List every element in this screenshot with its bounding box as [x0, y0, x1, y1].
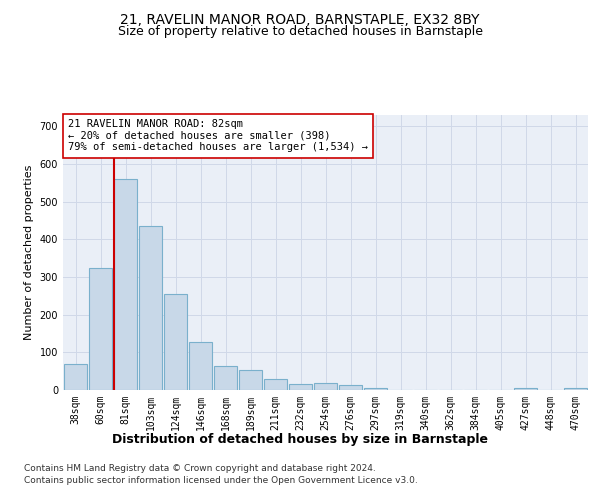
Bar [564, 388, 587, 390]
Bar [239, 370, 262, 390]
Text: 21 RAVELIN MANOR ROAD: 82sqm
← 20% of detached houses are smaller (398)
79% of s: 21 RAVELIN MANOR ROAD: 82sqm ← 20% of de… [68, 119, 368, 152]
Bar [139, 226, 162, 390]
Bar [289, 384, 312, 390]
Bar [339, 386, 362, 390]
Y-axis label: Number of detached properties: Number of detached properties [24, 165, 34, 340]
Bar [514, 388, 537, 390]
Bar [314, 383, 337, 390]
Text: Contains HM Land Registry data © Crown copyright and database right 2024.: Contains HM Land Registry data © Crown c… [24, 464, 376, 473]
Text: Size of property relative to detached houses in Barnstaple: Size of property relative to detached ho… [118, 25, 482, 38]
Text: Distribution of detached houses by size in Barnstaple: Distribution of detached houses by size … [112, 432, 488, 446]
Bar [64, 364, 87, 390]
Bar [264, 380, 287, 390]
Bar [214, 366, 237, 390]
Text: 21, RAVELIN MANOR ROAD, BARNSTAPLE, EX32 8BY: 21, RAVELIN MANOR ROAD, BARNSTAPLE, EX32… [120, 12, 480, 26]
Bar [164, 294, 187, 390]
Bar [89, 268, 112, 390]
Bar [364, 388, 387, 390]
Text: Contains public sector information licensed under the Open Government Licence v3: Contains public sector information licen… [24, 476, 418, 485]
Bar [114, 179, 137, 390]
Bar [189, 342, 212, 390]
